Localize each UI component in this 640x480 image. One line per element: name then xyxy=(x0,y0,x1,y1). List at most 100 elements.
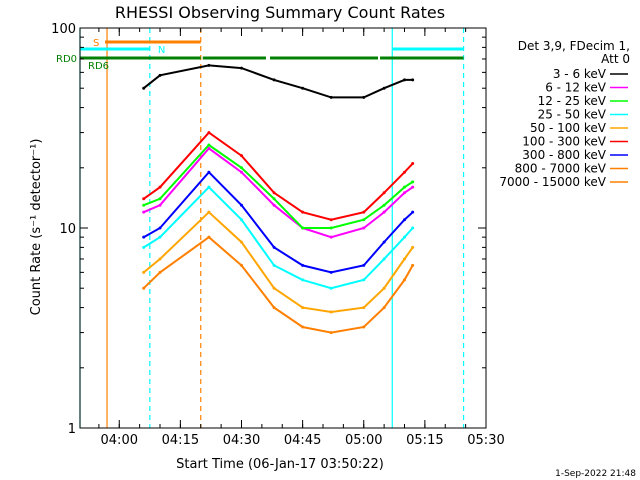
data-point-7-5 xyxy=(301,325,305,329)
y-axis-label: Count Rate (s⁻¹ detector⁻¹) xyxy=(29,139,44,316)
y-tick-label-2: 100 xyxy=(51,22,76,37)
plot-area: S N RD0 RD6 1 10 100 04:00 04:15 04:30 04:45 05:00 0… xyxy=(51,22,505,448)
data-point-5-6 xyxy=(329,218,333,222)
data-point-0-3 xyxy=(240,66,244,70)
data-point-2-1 xyxy=(158,197,162,201)
series-line-50-100kev xyxy=(143,210,414,314)
data-point-4-7 xyxy=(362,306,366,310)
data-point-0-4 xyxy=(272,78,276,82)
legend-label-6: 300 - 800 keV xyxy=(522,148,606,162)
data-point-2-2 xyxy=(207,143,211,147)
data-point-3-7 xyxy=(362,278,366,282)
legend-label-3: 25 - 50 keV xyxy=(538,108,607,122)
data-point-0-2 xyxy=(207,63,211,67)
data-point-4-8 xyxy=(382,286,386,290)
data-point-6-8 xyxy=(382,240,386,244)
data-point-4-5 xyxy=(301,306,305,310)
data-point-4-9 xyxy=(403,257,407,261)
flag-label-s: S xyxy=(93,38,99,49)
legend-label-5: 100 - 300 keV xyxy=(522,135,606,149)
x-tick-label-4: 05:00 xyxy=(345,433,382,448)
data-point-3-0 xyxy=(142,245,146,249)
data-point-2-5 xyxy=(301,226,305,230)
x-tick-label-2: 04:30 xyxy=(223,433,260,448)
data-point-5-5 xyxy=(301,210,305,214)
x-axis-label: Start Time (06-Jan-17 03:50:22) xyxy=(176,457,384,472)
data-point-5-0 xyxy=(142,197,146,201)
data-point-7-7 xyxy=(362,325,366,329)
x-tick-label-3: 04:45 xyxy=(284,433,321,448)
data-point-7-6 xyxy=(329,331,333,335)
y-tick-label-1: 10 xyxy=(59,222,76,237)
data-point-3-2 xyxy=(207,185,211,189)
x-tick-label-5: 05:15 xyxy=(406,433,443,448)
flag-label-rd6: RD6 xyxy=(88,61,109,72)
data-point-2-10 xyxy=(411,180,415,184)
data-point-3-9 xyxy=(403,235,407,239)
data-point-7-8 xyxy=(382,306,386,310)
y-tick-label-0: 1 xyxy=(68,422,76,437)
x-tick-label-0: 04:00 xyxy=(101,433,138,448)
data-point-6-2 xyxy=(207,170,211,174)
data-point-2-8 xyxy=(382,203,386,207)
data-point-1-7 xyxy=(362,226,366,230)
data-point-6-9 xyxy=(403,218,407,222)
data-point-5-9 xyxy=(403,170,407,174)
data-point-4-2 xyxy=(207,210,211,214)
data-point-5-4 xyxy=(272,191,276,195)
x-tick-label-1: 04:15 xyxy=(162,433,199,448)
legend-header-line-1: Det 3,9, FDecim 1, xyxy=(518,39,630,53)
data-point-6-4 xyxy=(272,245,276,249)
legend-label-8: 7000 - 15000 keV xyxy=(499,175,606,189)
data-point-4-6 xyxy=(329,310,333,314)
flag-label-rd0: RD0 xyxy=(56,54,77,65)
data-point-1-2 xyxy=(207,146,211,150)
data-point-7-10 xyxy=(411,263,415,267)
data-point-6-6 xyxy=(329,270,333,274)
data-point-1-3 xyxy=(240,170,244,174)
data-point-7-9 xyxy=(403,278,407,282)
data-point-6-7 xyxy=(362,263,366,267)
data-point-1-10 xyxy=(411,185,415,189)
data-point-7-4 xyxy=(272,306,276,310)
data-point-6-1 xyxy=(158,226,162,230)
data-point-4-1 xyxy=(158,257,162,261)
data-point-6-10 xyxy=(411,210,415,214)
data-point-1-9 xyxy=(403,191,407,195)
data-point-1-1 xyxy=(158,203,162,207)
data-point-2-6 xyxy=(329,226,333,230)
data-point-4-10 xyxy=(411,245,415,249)
data-point-1-4 xyxy=(272,203,276,207)
data-point-7-3 xyxy=(240,263,244,267)
data-point-6-3 xyxy=(240,203,244,207)
data-point-7-2 xyxy=(207,235,211,239)
data-point-0-7 xyxy=(362,95,366,99)
data-point-7-0 xyxy=(142,286,146,290)
data-point-4-0 xyxy=(142,270,146,274)
data-point-3-5 xyxy=(301,278,305,282)
chart-title: RHESSI Observing Summary Count Rates xyxy=(115,3,445,22)
legend-label-0: 3 - 6 keV xyxy=(553,67,607,81)
data-point-0-10 xyxy=(411,78,415,82)
legend-label-7: 800 - 7000 keV xyxy=(515,162,607,176)
plot-frame xyxy=(79,27,487,429)
data-point-3-3 xyxy=(240,218,244,222)
data-point-5-1 xyxy=(158,185,162,189)
data-point-7-1 xyxy=(158,270,162,274)
legend-header-line-2: Att 0 xyxy=(601,52,630,66)
data-point-5-2 xyxy=(207,131,211,135)
flag-label-n: N xyxy=(158,45,165,56)
data-point-6-5 xyxy=(301,263,305,267)
data-point-1-6 xyxy=(329,235,333,239)
data-point-5-10 xyxy=(411,162,415,166)
data-point-0-5 xyxy=(301,86,305,90)
data-point-2-9 xyxy=(403,185,407,189)
data-point-3-6 xyxy=(329,286,333,290)
data-point-1-8 xyxy=(382,210,386,214)
footer-timestamp: 1-Sep-2022 21:48 xyxy=(555,469,636,479)
data-point-5-7 xyxy=(362,210,366,214)
data-point-0-1 xyxy=(158,73,162,77)
data-point-0-6 xyxy=(329,95,333,99)
data-point-3-10 xyxy=(411,226,415,230)
